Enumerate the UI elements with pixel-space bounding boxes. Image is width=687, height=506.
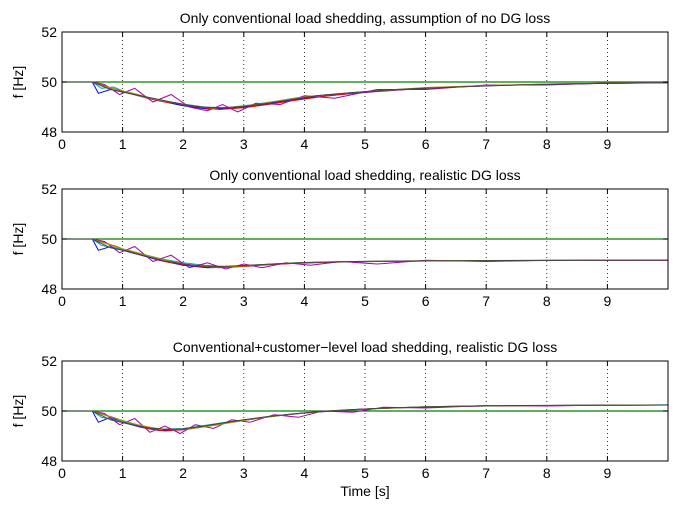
y-tick-label: 50 [41,231,57,247]
x-tick-label: 5 [361,293,369,309]
x-tick-label: 6 [422,293,430,309]
x-tick-label: 1 [119,293,127,309]
chart-title: Only conventional load shedding, realist… [209,167,520,183]
x-tick-label: 3 [240,293,248,309]
x-tick-label: 1 [119,136,127,152]
y-tick-label: 48 [41,281,57,297]
chart-title: Conventional+customer−level load sheddin… [173,339,557,355]
y-axis-label: f [Hz] [10,395,26,428]
x-tick-label: 2 [179,293,187,309]
y-tick-label: 50 [41,74,57,90]
y-tick-label: 48 [41,453,57,469]
x-tick-label: 5 [361,136,369,152]
x-tick-label: 7 [482,293,490,309]
x-tick-label: 9 [604,465,612,481]
x-tick-label: 4 [301,293,309,309]
x-tick-label: 8 [543,293,551,309]
x-tick-label: 0 [58,136,66,152]
y-tick-label: 52 [41,353,57,369]
series-line-6 [62,404,669,431]
x-tick-label: 2 [179,465,187,481]
x-tick-label: 4 [301,465,309,481]
x-tick-label: 9 [604,293,612,309]
x-tick-label: 7 [482,465,490,481]
x-axis-label: Time [s] [340,483,389,499]
series-line-6 [62,81,669,109]
series-line-3 [62,81,669,109]
x-tick-label: 0 [58,465,66,481]
x-tick-label: 0 [58,293,66,309]
series-line-6 [62,238,669,268]
subplot-1: 0 1 2 3 4 5 6 7 8 9 48 50 52 Only conventional load s… [10,10,669,152]
x-tick-label: 1 [119,465,127,481]
y-axis-label: f [Hz] [10,223,26,256]
x-tick-label: 3 [240,465,248,481]
y-axis-label: f [Hz] [10,66,26,99]
series-line-2 [62,81,669,111]
x-tick-label: 6 [422,136,430,152]
subplot-2: 0 1 2 3 4 5 6 7 8 9 48 50 52 Only conventional load s… [10,167,669,309]
x-tick-label: 9 [604,136,612,152]
x-tick-label: 8 [543,136,551,152]
x-tick-label: 6 [422,465,430,481]
x-tick-label: 4 [301,136,309,152]
x-tick-label: 3 [240,136,248,152]
y-tick-label: 48 [41,124,57,140]
y-tick-label: 52 [41,24,57,40]
x-tick-label: 2 [179,136,187,152]
subplot-3: 0 1 2 3 4 5 6 7 8 9 48 50 52 Conventional+customer−le… [10,339,669,499]
y-tick-label: 52 [41,181,57,197]
x-tick-label: 5 [361,465,369,481]
chart-title: Only conventional load shedding, assumpt… [180,10,550,26]
x-tick-label: 8 [543,465,551,481]
y-tick-label: 50 [41,403,57,419]
x-tick-label: 7 [482,136,490,152]
series-line-3 [62,238,669,268]
